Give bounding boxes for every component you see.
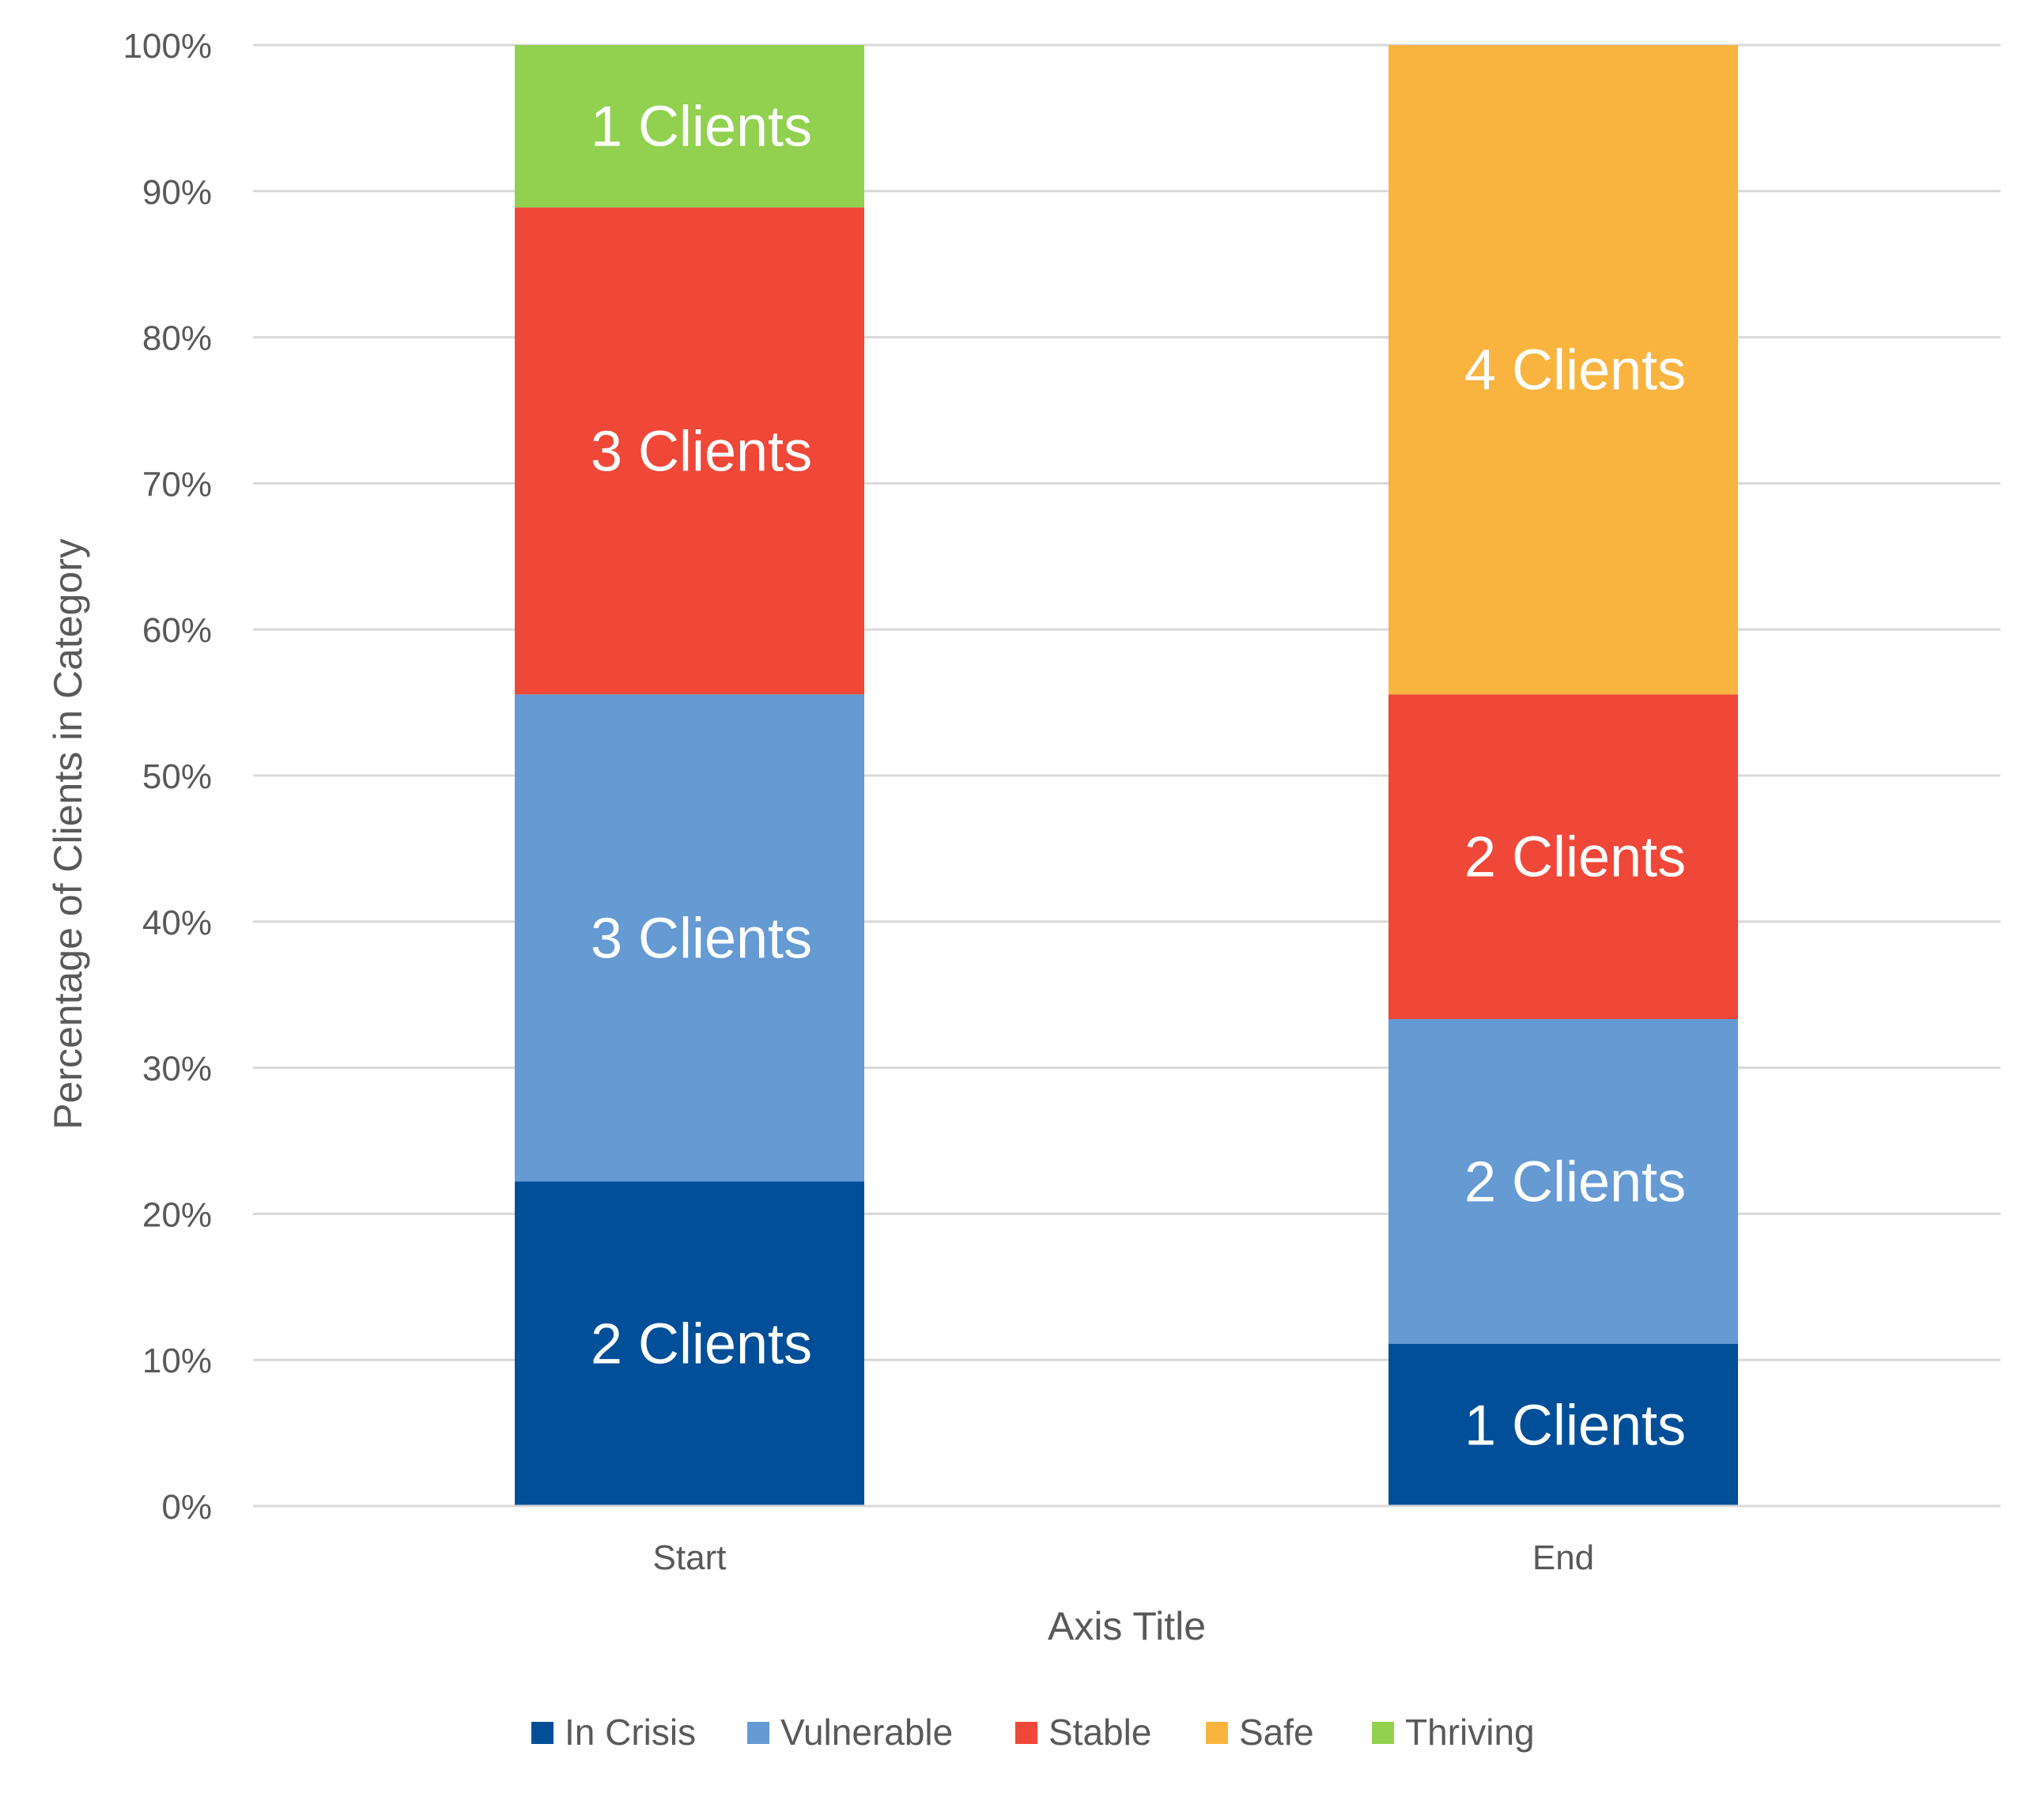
legend-item: In Crisis — [531, 1712, 696, 1753]
legend-swatch — [747, 1722, 769, 1744]
y-tick-label: 10% — [142, 1342, 212, 1380]
legend-swatch — [531, 1722, 554, 1744]
bar-segment — [1388, 694, 1738, 1019]
bar-segment — [515, 207, 864, 695]
legend-item: Vulnerable — [747, 1712, 953, 1753]
legend-item: Thriving — [1372, 1712, 1535, 1753]
bar-segment — [515, 694, 864, 1182]
y-tick-label: 20% — [142, 1195, 212, 1234]
bar-segment — [515, 1181, 864, 1506]
y-tick-label: 50% — [142, 757, 212, 796]
y-tick-label: 0% — [161, 1488, 212, 1527]
legend-item: Stable — [1015, 1712, 1151, 1753]
data-label: 2 Clients — [1464, 1150, 1686, 1214]
data-label: 2 Clients — [591, 1313, 812, 1376]
y-tick-label: 80% — [142, 319, 212, 358]
x-tick-label: Start — [653, 1538, 727, 1577]
y-tick-label: 90% — [142, 173, 212, 212]
bars — [515, 45, 1738, 1506]
legend-swatch — [1206, 1722, 1228, 1744]
legend: In Crisis Vulnerable Stable Safe Thriving — [531, 1712, 1535, 1753]
legend-swatch — [1372, 1722, 1394, 1744]
legend-item: Safe — [1206, 1712, 1314, 1753]
x-axis-title: Axis Title — [1048, 1604, 1206, 1648]
legend-label: Safe — [1239, 1712, 1314, 1753]
y-tick-label: 70% — [142, 465, 212, 504]
y-axis-title: Percentage of Clients in Category — [46, 538, 90, 1130]
data-labels: 2 Clients 3 Clients 3 Clients 1 Clients 1 Cl… — [591, 96, 1686, 1458]
legend-swatch — [1015, 1722, 1037, 1744]
data-label: 3 Clients — [591, 420, 812, 483]
y-tick-label: 40% — [142, 904, 212, 942]
y-tick-label: 30% — [142, 1050, 212, 1089]
bar-segment — [1388, 45, 1738, 695]
bar-segment — [515, 45, 864, 208]
bar-segment — [1388, 1019, 1738, 1344]
data-label: 2 Clients — [1464, 826, 1686, 889]
data-label: 1 Clients — [1464, 1394, 1686, 1457]
y-axis: 0% 10% 20% 30% 40% 50% 60% 70% 80% 90% 100% — [123, 27, 212, 1527]
legend-label: Vulnerable — [780, 1712, 953, 1753]
legend-label: Thriving — [1405, 1712, 1535, 1753]
x-axis: Start End — [253, 1504, 2001, 1577]
x-tick-label: End — [1532, 1538, 1594, 1577]
data-label: 4 Clients — [1464, 339, 1686, 402]
y-tick-label: 100% — [123, 27, 212, 66]
y-tick-label: 60% — [142, 611, 212, 650]
data-label: 3 Clients — [591, 907, 812, 970]
data-label: 1 Clients — [591, 96, 812, 159]
legend-label: Stable — [1048, 1712, 1151, 1753]
legend-label: In Crisis — [565, 1712, 696, 1753]
bar-segment — [1388, 1343, 1738, 1506]
